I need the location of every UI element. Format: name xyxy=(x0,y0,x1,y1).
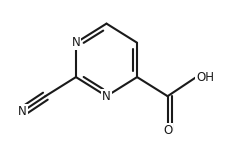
Text: N: N xyxy=(72,36,80,49)
Text: O: O xyxy=(163,124,172,137)
Text: N: N xyxy=(102,90,111,103)
Text: N: N xyxy=(18,105,27,118)
Text: OH: OH xyxy=(196,71,214,84)
